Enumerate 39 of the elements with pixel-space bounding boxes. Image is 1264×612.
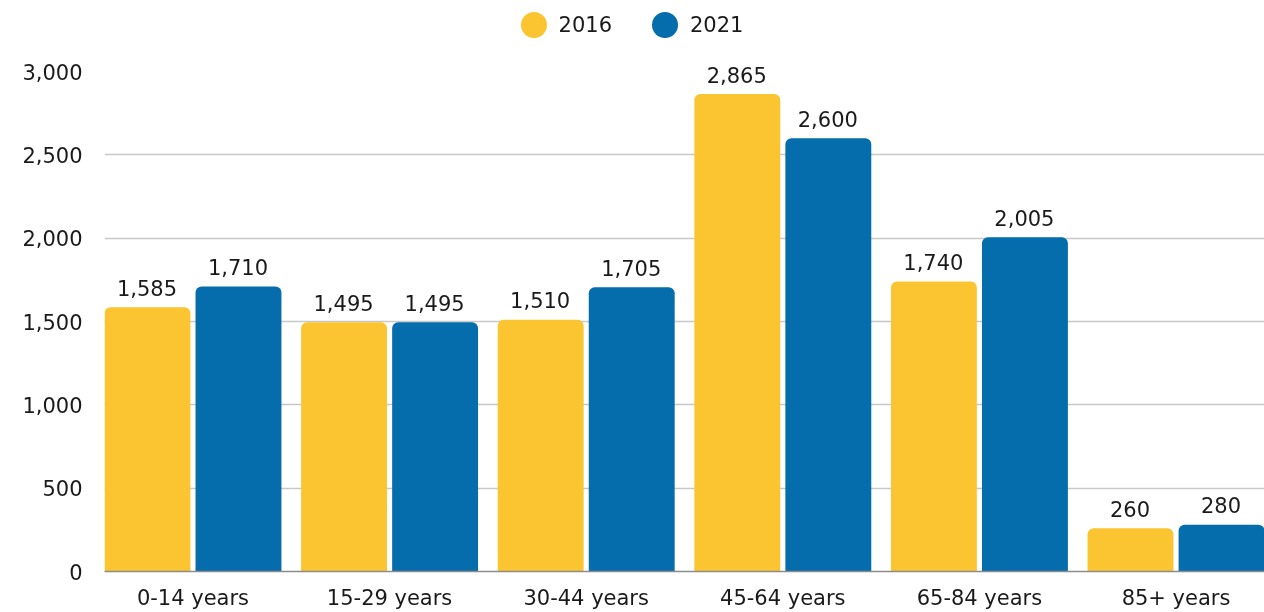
bar <box>195 286 282 572</box>
y-tick-label: 3,000 <box>22 60 83 85</box>
legend-label: 2021 <box>690 12 744 39</box>
x-tick-label: 45-64 years <box>720 585 846 610</box>
bar <box>785 138 872 572</box>
y-tick-label: 1,000 <box>22 393 83 418</box>
data-label: 1,705 <box>601 256 662 281</box>
x-tick-label: 65-84 years <box>916 585 1043 610</box>
data-label: 2,600 <box>797 107 858 132</box>
y-tick-label: 0 <box>69 560 83 585</box>
bar <box>588 287 675 572</box>
bar <box>301 322 388 572</box>
data-label: 1,740 <box>903 251 964 275</box>
data-label: 2,005 <box>994 206 1055 231</box>
legend-label: 2016 <box>558 12 612 39</box>
bar <box>981 237 1068 572</box>
data-label: 280 <box>1200 494 1242 519</box>
y-tick-label: 2,500 <box>22 143 83 168</box>
data-label: 2,865 <box>706 63 767 88</box>
y-tick-label: 500 <box>42 477 83 502</box>
x-tick-label: 85+ years <box>1121 585 1231 610</box>
data-label: 1,585 <box>116 276 178 301</box>
x-tick-label: 0-14 years <box>136 585 250 610</box>
bar <box>1087 528 1174 572</box>
data-label: 1,710 <box>207 256 269 280</box>
data-label: 260 <box>1109 497 1151 522</box>
x-tick-label: 15-29 years <box>326 585 453 610</box>
bar <box>104 307 191 572</box>
bar <box>392 322 479 572</box>
x-tick-label: 30-44 years <box>523 585 649 610</box>
bar <box>694 94 781 572</box>
y-tick-label: 1,500 <box>22 310 83 335</box>
data-label: 1,495 <box>404 291 465 316</box>
data-label: 1,510 <box>510 289 571 314</box>
bar <box>890 281 977 572</box>
y-tick-label: 2,000 <box>22 227 83 252</box>
bar <box>1178 524 1264 572</box>
bar <box>497 319 584 572</box>
data-label: 1,495 <box>313 291 374 316</box>
